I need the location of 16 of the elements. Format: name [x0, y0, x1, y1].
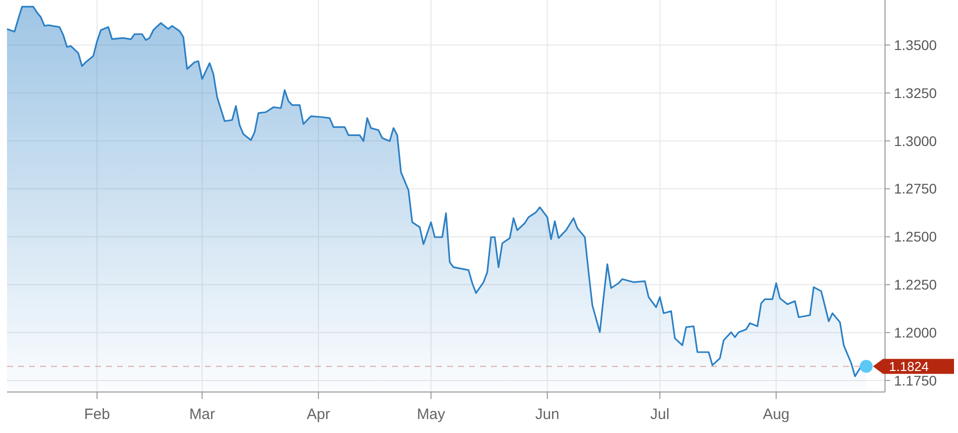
- y-tick-label: 1.2500: [894, 228, 938, 245]
- x-tick-label: Jul: [650, 406, 670, 423]
- x-tick-label: Apr: [306, 406, 330, 423]
- x-tick-label: Jun: [535, 406, 560, 423]
- y-tick-label: 1.3500: [894, 36, 938, 53]
- y-tick-label: 1.3000: [894, 132, 938, 149]
- x-tick-label: May: [416, 406, 446, 423]
- y-tick-label: 1.2250: [894, 276, 938, 293]
- x-tick-label: Mar: [189, 406, 216, 423]
- y-tick-label: 1.1750: [894, 372, 938, 388]
- y-tick-label: 1.2750: [894, 180, 938, 197]
- y-tick-label: 1.3250: [894, 84, 938, 101]
- y-tick-label: 1.2000: [894, 324, 938, 340]
- ref-line-label: 1.1824: [889, 358, 929, 374]
- x-tick-label: Aug: [762, 406, 790, 423]
- x-tick-label: Feb: [84, 406, 110, 423]
